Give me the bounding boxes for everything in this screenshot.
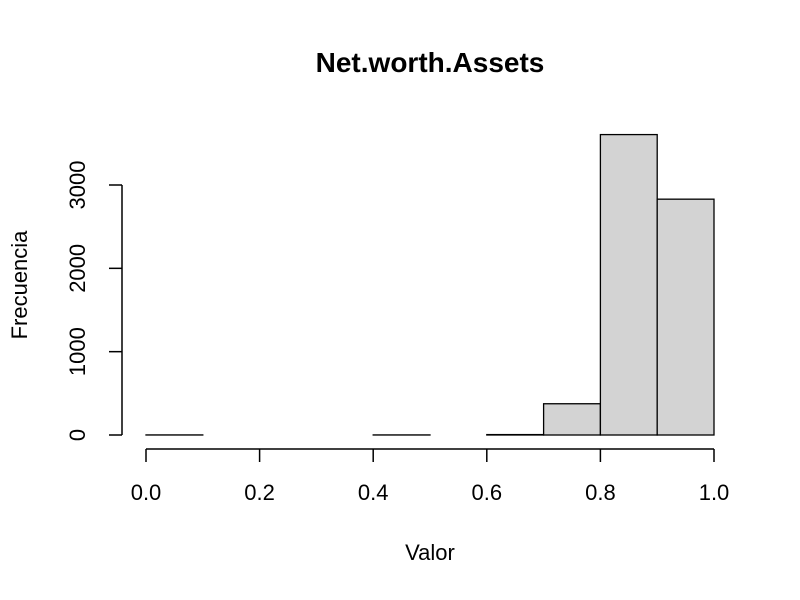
y-axis-label: Frecuencia (7, 230, 32, 340)
y-axis: 0 1000 2000 3000 (65, 161, 123, 441)
x-tick-label: 0.2 (244, 480, 275, 505)
histogram-bar (656, 198, 715, 436)
x-tick-label: 0.6 (472, 480, 503, 505)
histogram-bar (599, 133, 658, 436)
chart-title: Net.worth.Assets (316, 47, 545, 78)
bars-group (145, 133, 715, 436)
histogram-bar (542, 403, 602, 436)
x-axis-label: Valor (405, 540, 455, 565)
y-tick-label: 1000 (65, 327, 90, 376)
x-tick-label: 0.8 (585, 480, 616, 505)
x-axis: 0.0 0.2 0.4 0.6 0.8 1.0 (131, 448, 730, 505)
y-tick-label: 2000 (65, 244, 90, 293)
y-tick-label: 0 (65, 429, 90, 441)
y-tick-label: 3000 (65, 161, 90, 210)
x-tick-label: 0.4 (358, 480, 389, 505)
x-tick-label: 0.0 (131, 480, 162, 505)
x-tick-label: 1.0 (699, 480, 730, 505)
